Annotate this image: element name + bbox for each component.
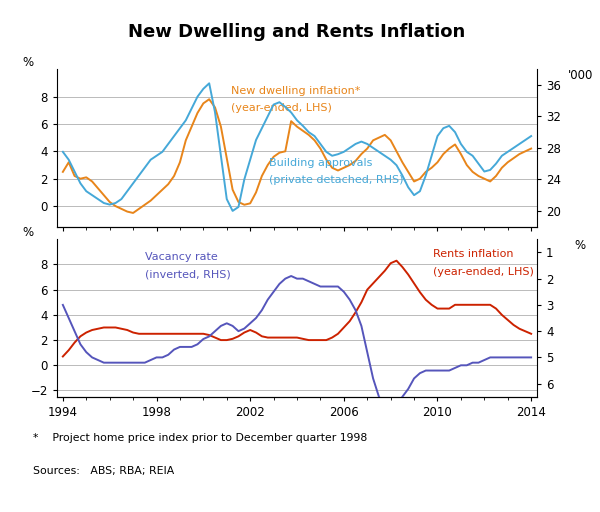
Y-axis label: %: % xyxy=(23,56,34,69)
Text: (year-ended, LHS): (year-ended, LHS) xyxy=(433,267,533,277)
Y-axis label: %: % xyxy=(23,226,34,239)
Y-axis label: %: % xyxy=(575,239,586,252)
Text: New dwelling inflation*: New dwelling inflation* xyxy=(232,86,361,96)
Text: (year-ended, LHS): (year-ended, LHS) xyxy=(232,103,332,113)
Text: Sources:   ABS; RBA; REIA: Sources: ABS; RBA; REIA xyxy=(33,466,174,476)
Text: (private detached, RHS): (private detached, RHS) xyxy=(269,175,403,185)
Y-axis label: '000: '000 xyxy=(568,69,593,82)
Text: Rents inflation: Rents inflation xyxy=(433,249,514,260)
Text: Building approvals: Building approvals xyxy=(269,158,372,168)
Text: (inverted, RHS): (inverted, RHS) xyxy=(145,269,230,280)
Text: New Dwelling and Rents Inflation: New Dwelling and Rents Inflation xyxy=(128,23,466,41)
Text: *    Project home price index prior to December quarter 1998: * Project home price index prior to Dece… xyxy=(33,433,367,443)
Text: Vacancy rate: Vacancy rate xyxy=(145,252,218,262)
